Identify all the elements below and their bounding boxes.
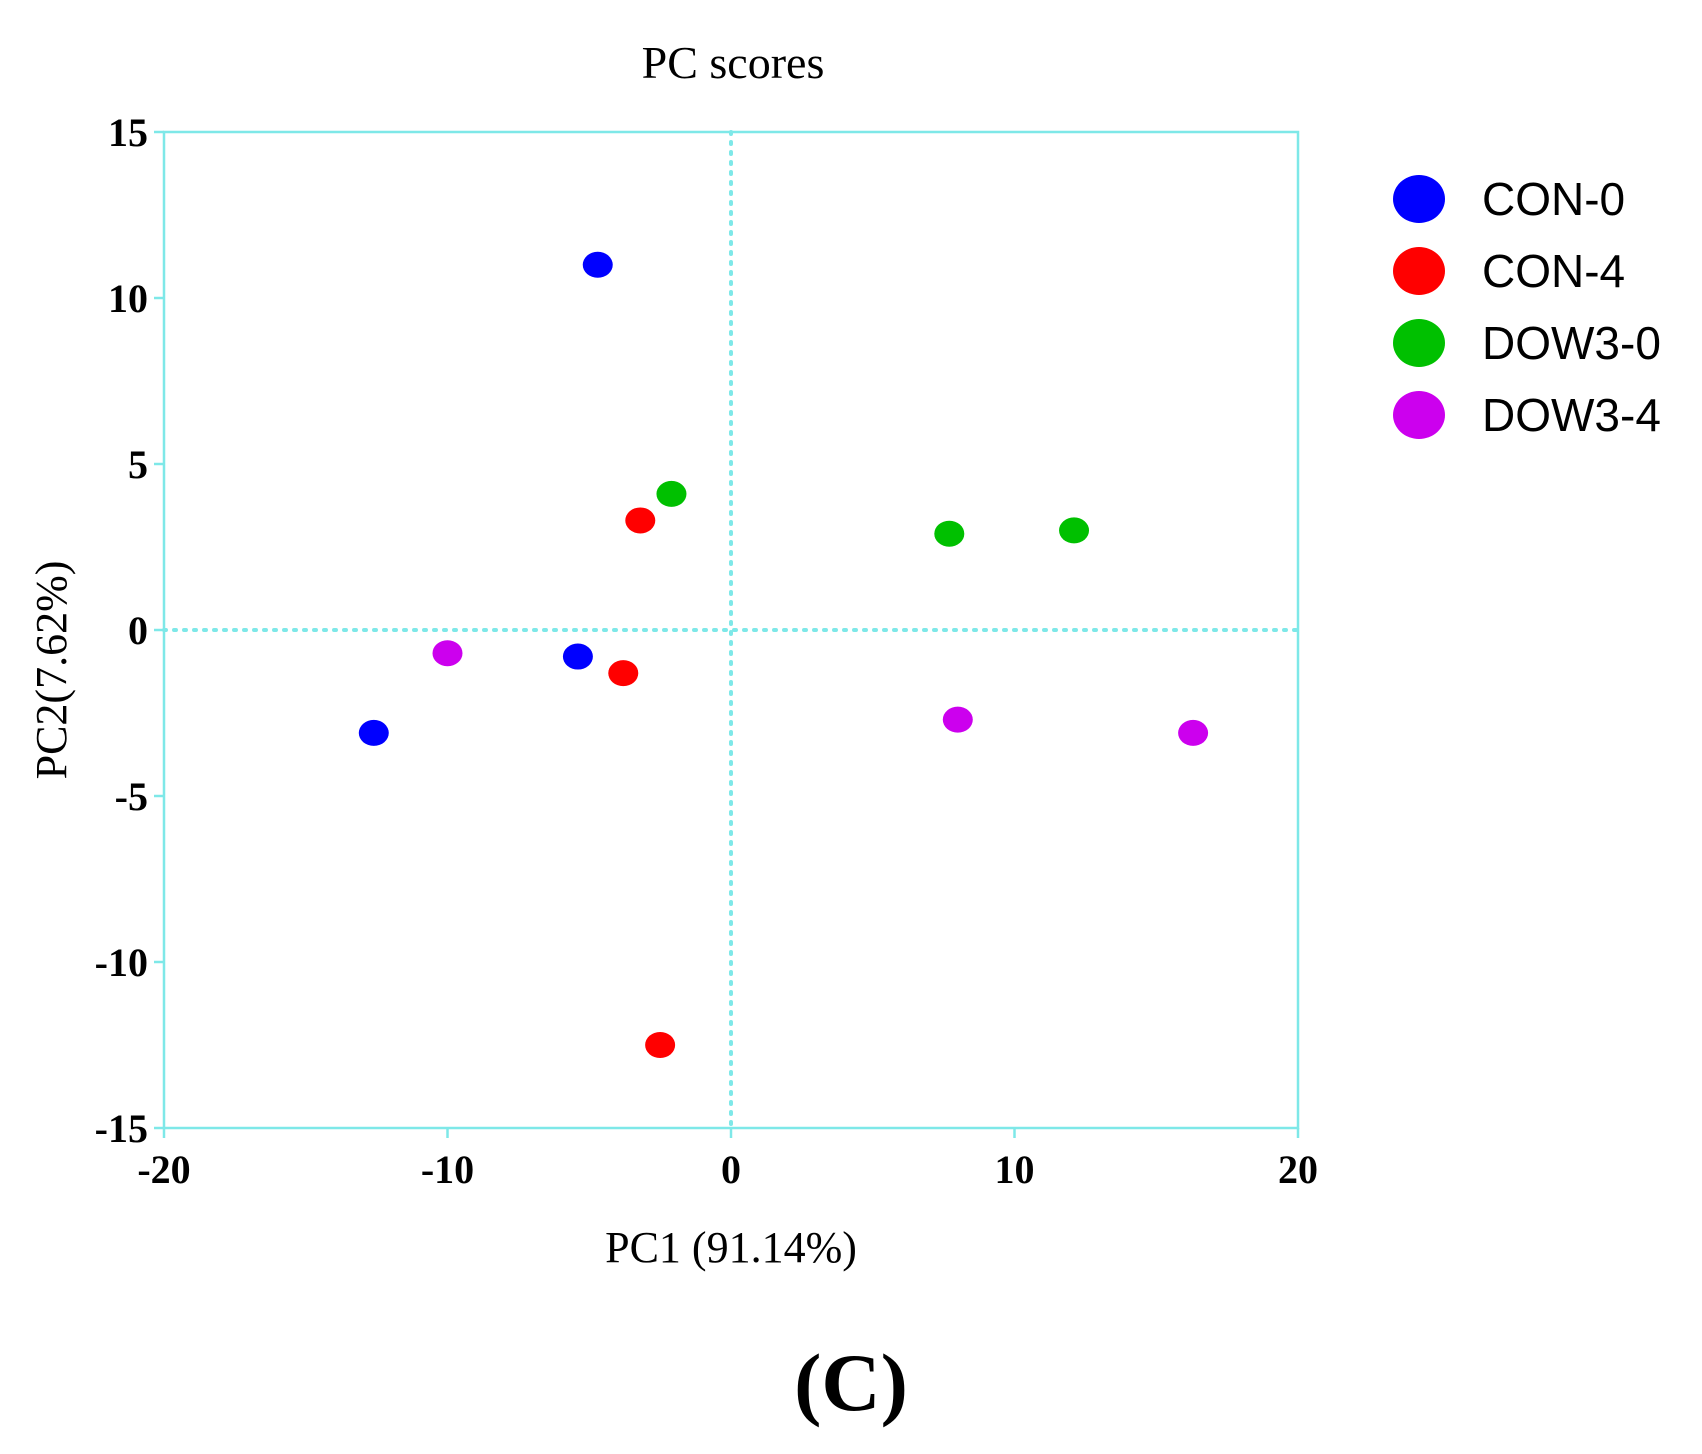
- x-tick-label: 0: [721, 1147, 741, 1192]
- data-point-dow3-4: [942, 706, 973, 733]
- x-tick-label: 10: [995, 1147, 1035, 1192]
- y-tick-label: 5: [128, 442, 148, 487]
- data-point-con-4: [625, 507, 656, 534]
- y-tick-label: -5: [115, 774, 148, 819]
- legend-label: DOW3-4: [1482, 389, 1661, 441]
- data-point-dow3-0: [1059, 517, 1090, 544]
- data-point-con-0: [582, 251, 613, 278]
- y-axis-label: PC2(7.62%): [27, 561, 76, 780]
- legend-marker-con-4: [1393, 247, 1445, 295]
- legend-label: DOW3-0: [1482, 317, 1661, 369]
- data-point-dow3-4: [1178, 719, 1209, 746]
- y-tick-label: 10: [108, 276, 148, 321]
- y-tick-label: 15: [108, 110, 148, 155]
- chart-title: PC scores: [642, 37, 825, 88]
- data-point-dow3-4: [432, 640, 463, 667]
- legend-marker-dow3-0: [1393, 319, 1445, 367]
- data-point-con-0: [358, 719, 389, 746]
- legend: CON-0 CON-4 DOW3-0 DOW3-4: [1393, 173, 1661, 441]
- data-point-con-4: [608, 660, 639, 687]
- y-axis-ticks: -15 -10 -5 0 5 10 15: [95, 110, 164, 1151]
- y-tick-label: -10: [95, 940, 148, 985]
- legend-marker-dow3-4: [1393, 391, 1445, 439]
- x-axis-label: PC1 (91.14%): [605, 1223, 857, 1272]
- reference-lines: [162, 130, 1300, 1130]
- x-axis-ticks: -20 -10 0 10 20: [137, 1128, 1318, 1192]
- data-point-con-0: [562, 643, 593, 670]
- data-point-dow3-0: [934, 520, 965, 547]
- y-tick-label: 0: [128, 608, 148, 653]
- x-tick-label: 20: [1278, 1147, 1318, 1192]
- data-point-dow3-0: [656, 480, 687, 507]
- legend-label: CON-4: [1482, 245, 1625, 297]
- panel-label: (C): [794, 1337, 908, 1428]
- x-tick-label: -10: [421, 1147, 474, 1192]
- data-points: [358, 251, 1209, 1058]
- data-point-con-4: [645, 1032, 676, 1058]
- x-tick-label: -20: [137, 1147, 190, 1192]
- legend-label: CON-0: [1482, 173, 1625, 225]
- y-tick-label: -15: [95, 1106, 148, 1151]
- legend-marker-con-0: [1393, 175, 1445, 223]
